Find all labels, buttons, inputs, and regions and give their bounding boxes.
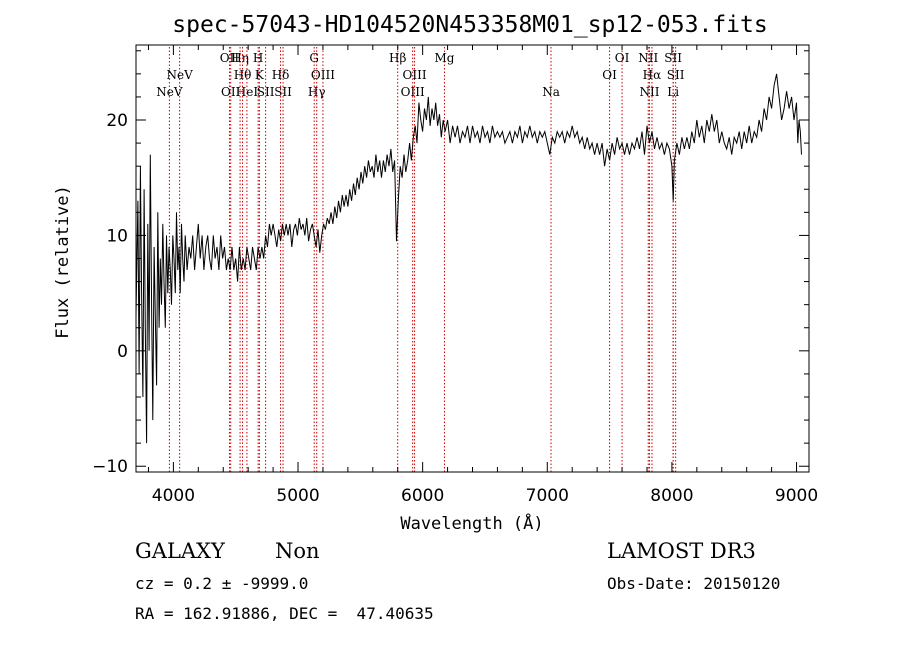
x-tick-label-0: 4000 — [152, 486, 195, 506]
x-tick-label-4: 8000 — [650, 486, 693, 506]
line-label-10: Hδ — [272, 68, 290, 82]
line-label-9: SII — [257, 85, 275, 99]
object-class: GALAXY — [135, 539, 225, 563]
x-tick-label-1: 5000 — [276, 486, 319, 506]
x-tick-label-2: 6000 — [401, 486, 444, 506]
axis-tick-labels: 4000 5000 6000 7000 8000 9000 −10 0 10 20 — [92, 111, 818, 506]
line-label-18: Mg — [434, 51, 454, 65]
line-label-13: OIII — [311, 68, 335, 82]
redshift-text: cz = 0.2 ± -9999.0 — [135, 574, 309, 593]
line-label-5: Hθ — [234, 68, 252, 82]
line-label-20: OI — [615, 51, 630, 65]
line-label-0: NeV — [156, 85, 183, 99]
y-axis-label: Flux (relative) — [53, 185, 73, 339]
spectral-line-labels: NeVNeVOIIOIIHηHθHeIHKSIIHδSIIGOIIIHγHβOI… — [156, 51, 684, 99]
spectrum-line — [135, 73, 802, 444]
y-tick-label-2: 10 — [106, 226, 128, 246]
y-tick-label-0: −10 — [92, 457, 128, 477]
line-label-15: Hβ — [389, 51, 406, 65]
survey-name: LAMOST DR3 — [607, 539, 756, 563]
line-label-25: SII — [664, 51, 682, 65]
line-label-17: OIII — [401, 85, 425, 99]
x-tick-label-5: 9000 — [775, 486, 818, 506]
y-tick-label-3: 20 — [106, 111, 128, 131]
axis-ticks — [136, 45, 809, 472]
line-label-1: NeV — [166, 68, 193, 82]
coordinates-text: RA = 162.91886, DEC = 47.40635 — [135, 604, 434, 623]
line-label-22: NII — [638, 51, 658, 65]
spectral-line-markers — [168, 47, 677, 472]
line-label-4: Hη — [231, 51, 249, 65]
object-subclass: Non — [275, 539, 320, 563]
line-label-2: OII — [220, 51, 240, 65]
line-label-26: SII — [667, 68, 685, 82]
chart-title: spec-57043-HD104520N453358M01_sp12-053.f… — [172, 12, 767, 38]
line-label-23: Hα — [643, 68, 662, 82]
line-label-27: Li — [667, 85, 679, 99]
line-label-24: NII — [639, 85, 659, 99]
line-label-12: G — [309, 51, 319, 65]
y-tick-label-1: 0 — [117, 342, 128, 362]
x-axis-label: Wavelength (Å) — [400, 512, 543, 534]
line-label-6: HeI — [236, 85, 259, 99]
line-label-19: Na — [542, 85, 560, 99]
line-label-3: OII — [221, 85, 241, 99]
line-label-14: Hγ — [308, 85, 326, 99]
line-label-8: K — [255, 68, 265, 82]
line-label-16: OIII — [403, 68, 427, 82]
line-label-11: SII — [274, 85, 292, 99]
x-tick-label-3: 7000 — [526, 486, 569, 506]
plot-frame — [135, 44, 810, 473]
line-label-7: H — [253, 51, 263, 65]
spectrum-series — [135, 73, 802, 444]
obs-date-text: Obs-Date: 20150120 — [607, 574, 781, 593]
line-label-21: OI — [602, 68, 617, 82]
